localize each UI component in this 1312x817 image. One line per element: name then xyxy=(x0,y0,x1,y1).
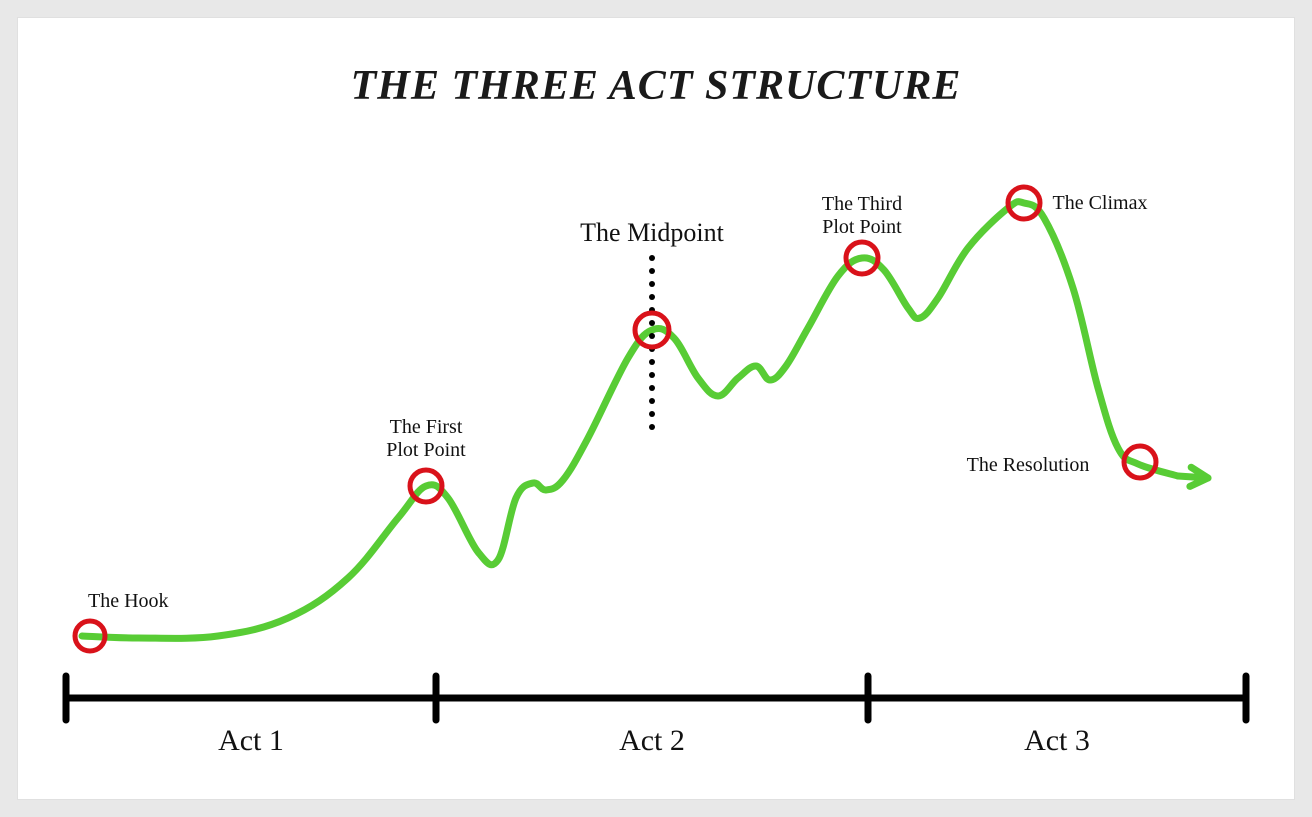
page-background: THE THREE ACT STRUCTURE The HookThe Firs… xyxy=(0,0,1312,817)
label-resolution: The Resolution xyxy=(878,454,1178,477)
diagram-svg xyxy=(18,18,1294,799)
diagram-panel: THE THREE ACT STRUCTURE The HookThe Firs… xyxy=(18,18,1294,799)
label-first: The First Plot Point xyxy=(276,416,576,462)
tension-curve xyxy=(82,202,1178,639)
act-label-1: Act 1 xyxy=(151,724,351,758)
label-hook: The Hook xyxy=(88,590,169,613)
act-label-2: Act 2 xyxy=(552,724,752,758)
label-climax: The Climax xyxy=(950,192,1250,215)
act-label-3: Act 3 xyxy=(957,724,1157,758)
